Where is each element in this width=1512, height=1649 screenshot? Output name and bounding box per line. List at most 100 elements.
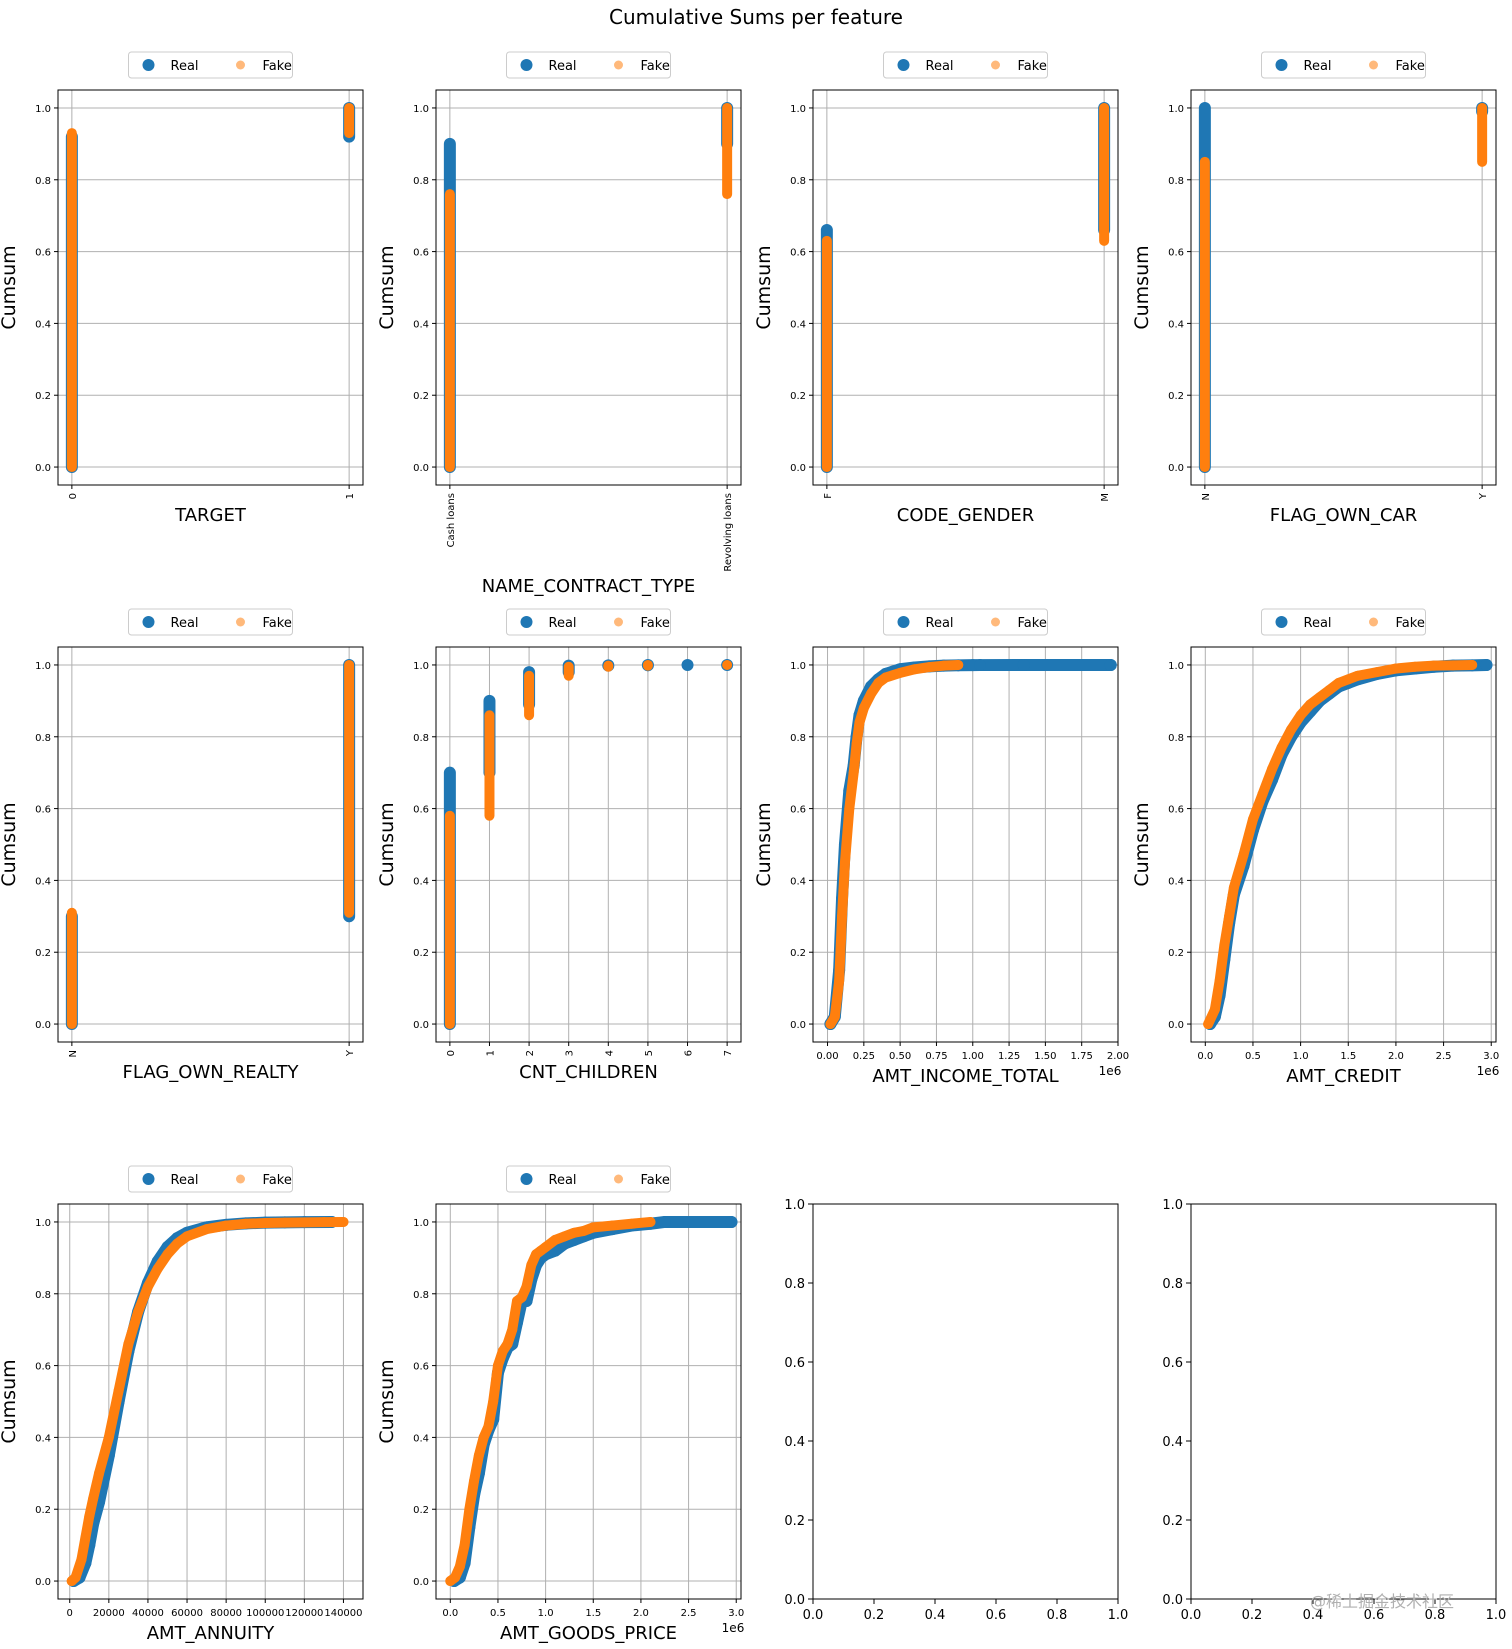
x-tick-label: 0.8 (1047, 1608, 1068, 1623)
axes-frame (435, 646, 742, 1043)
data-point-real (974, 659, 987, 672)
x-tick-label: 4 (604, 1050, 615, 1056)
subplot-flag-own-car: Real Fake 0.0 0.2 0.4 0.6 0.8 1.0 Cumsum N Y FLAG_O… (1131, 51, 1497, 526)
x-tick-label: 3.0 (728, 1608, 744, 1619)
series-fake (821, 102, 1110, 473)
legend-frame (128, 608, 293, 636)
legend-fake-marker (614, 617, 623, 627)
x-tick-label: 1.0 (1108, 1608, 1129, 1623)
x-tick-label: 1.50 (1034, 1051, 1056, 1062)
legend-fake-marker (991, 617, 1000, 627)
y-tick-label: 0.8 (790, 176, 806, 187)
y-tick-label: 1.0 (1162, 1198, 1183, 1213)
x-tick-label: 3 (565, 1050, 576, 1056)
data-point-fake (483, 1421, 494, 1432)
data-point-fake (464, 1504, 475, 1515)
legend-fake-marker (614, 60, 623, 70)
y-tick-label: 0.8 (1162, 1277, 1183, 1292)
data-point-fake (626, 1218, 637, 1229)
data-point-fake (1343, 674, 1354, 685)
y-tick-label: 0.0 (413, 1020, 429, 1031)
legend: Real Fake (883, 51, 1048, 79)
y-tick-label: 1.0 (784, 1198, 805, 1213)
legend-real-label: Real (549, 59, 577, 74)
x-tick-label: 0.2 (1242, 1608, 1263, 1623)
axes-frame (812, 646, 1119, 1043)
legend-fake-label: Fake (1018, 616, 1047, 631)
data-point-fake (526, 1260, 537, 1271)
x-tick-label: 1.5 (585, 1608, 601, 1619)
legend-fake-marker (991, 60, 1000, 70)
data-point-fake (550, 1234, 561, 1245)
data-point-fake (488, 1396, 499, 1407)
data-point-fake (1209, 1004, 1220, 1015)
x-offset-label: 1e6 (722, 1621, 745, 1635)
y-tick-label: 0.6 (790, 248, 806, 259)
y-tick-label: 0.6 (413, 1362, 429, 1373)
y-tick-label: 0.6 (35, 1362, 51, 1373)
legend-fake-marker (236, 60, 245, 70)
y-tick-label: 0.2 (35, 948, 51, 959)
x-tick-label: 3.0 (1483, 1051, 1499, 1062)
y-tick-label: 0.4 (35, 876, 51, 887)
data-point-real (1104, 658, 1117, 671)
legend: Real Fake (128, 1165, 293, 1193)
axes-background (1191, 647, 1496, 1042)
axes-frame (435, 89, 742, 486)
data-point-fake (172, 1238, 183, 1249)
data-point-fake (839, 857, 850, 868)
legend-real-marker (897, 59, 910, 71)
y-axis-label: Cumsum (1131, 802, 1153, 886)
subplot-name-contract-type: Real Fake 0.0 0.2 0.4 0.6 0.8 1.0 Cumsum Cash loa… (376, 51, 742, 597)
axes-background (1191, 90, 1496, 485)
legend-real-label: Real (926, 59, 954, 74)
data-point-fake (873, 677, 884, 688)
x-tick-label: 2.0 (1388, 1051, 1404, 1062)
x-tick-label: 0 (67, 1608, 73, 1619)
y-tick-label: 0.4 (790, 319, 806, 330)
data-point-fake (1429, 660, 1440, 671)
y-tick-label: 1.0 (35, 1218, 51, 1229)
legend-fake-marker (1369, 617, 1378, 627)
data-point-fake (924, 662, 935, 673)
x-tick-label: 0 (446, 1050, 457, 1056)
legend-frame (506, 608, 671, 636)
data-point-fake (1409, 661, 1420, 672)
y-tick-label: 0.8 (1168, 176, 1184, 187)
y-tick-label: 0.0 (790, 1020, 806, 1031)
data-point-fake (1214, 975, 1225, 986)
x-tick-label: 0.5 (490, 1608, 506, 1619)
data-point-fake (492, 1360, 503, 1371)
x-tick-label: 0.6 (1364, 1608, 1385, 1623)
data-point-fake (84, 1511, 95, 1522)
data-point-fake (1257, 789, 1268, 800)
data-point-fake (1333, 677, 1344, 688)
data-point-fake (221, 1220, 232, 1231)
subplot-flag-own-realty: Real Fake 0.0 0.2 0.4 0.6 0.8 1.0 Cumsum N Y FLAG_O… (0, 608, 364, 1083)
x-tick-label: 1.25 (998, 1051, 1020, 1062)
y-axis-label: Cumsum (1131, 245, 1153, 329)
axes-frame (57, 646, 364, 1043)
y-tick-label: 0.6 (35, 248, 51, 259)
data-point-real (658, 1215, 671, 1228)
data-point-fake (578, 1225, 589, 1236)
y-tick-label: 0.8 (790, 733, 806, 744)
subplot-target: Real Fake 0.0 0.2 0.4 0.6 0.8 1.0 Cumsum 0 1 TARGET (0, 51, 364, 526)
data-point-fake (70, 1572, 81, 1583)
legend-frame (128, 51, 293, 79)
watermark: @稀土掘金技术社区 (1310, 1592, 1454, 1611)
axes-background (436, 90, 741, 485)
data-point-real (1017, 658, 1030, 671)
y-tick-label: 1.0 (790, 661, 806, 672)
series-fake (66, 1216, 349, 1587)
data-point-fake (559, 1231, 570, 1242)
y-tick-label: 0.4 (784, 1435, 805, 1450)
y-tick-label: 0.8 (35, 176, 51, 187)
x-tick-label: 0.8 (1425, 1608, 1446, 1623)
legend: Real Fake (128, 51, 293, 79)
x-offset-label: 1e6 (1477, 1064, 1500, 1078)
y-tick-label: 0.2 (784, 1514, 805, 1529)
data-point-fake (837, 911, 848, 922)
y-tick-label: 0.0 (35, 1577, 51, 1588)
